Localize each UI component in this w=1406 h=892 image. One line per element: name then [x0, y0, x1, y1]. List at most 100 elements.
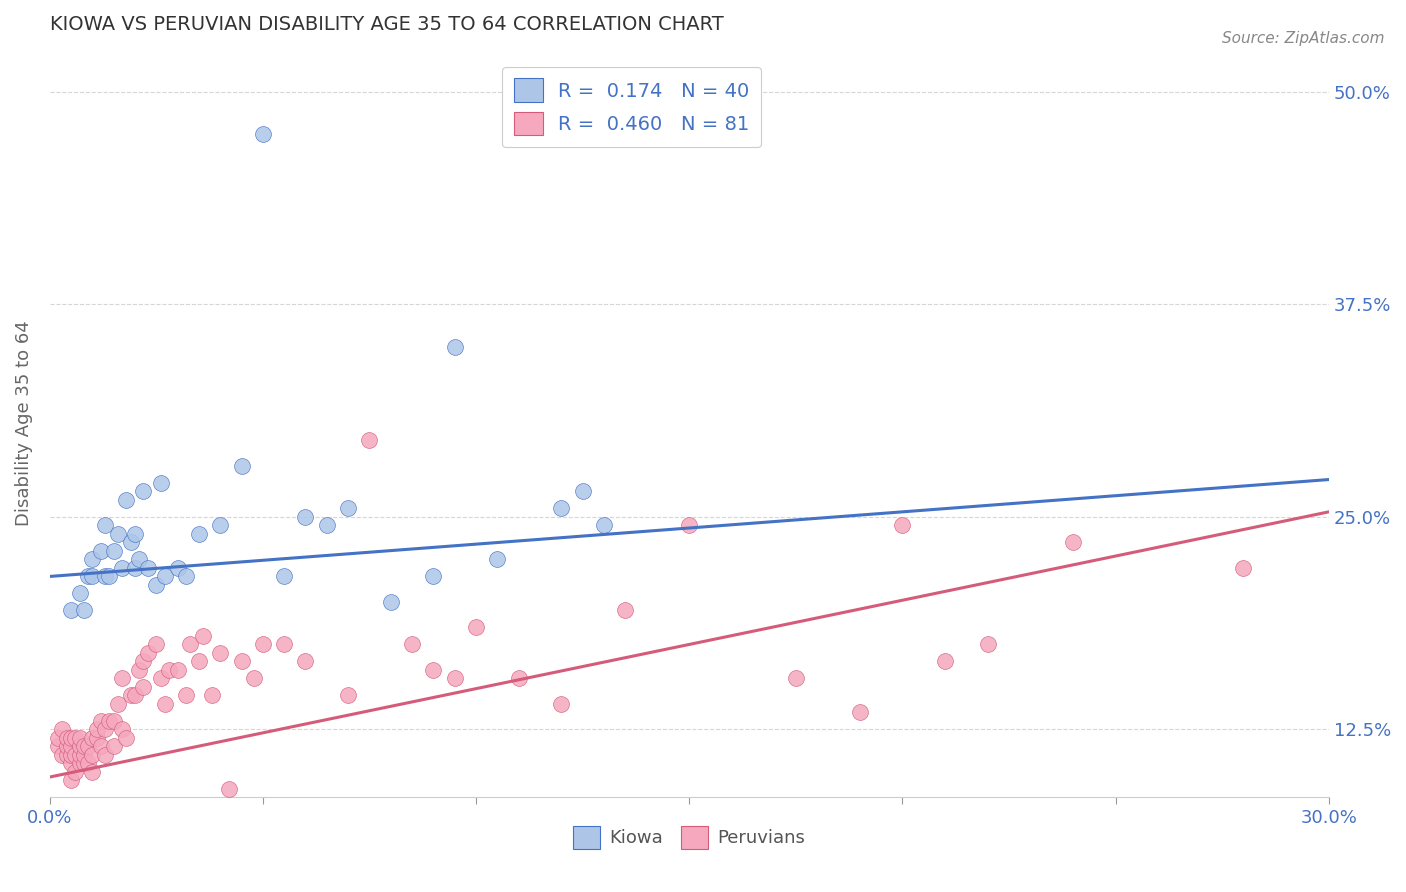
Point — [252, 637, 274, 651]
Point — [243, 672, 266, 686]
Point — [1062, 535, 1084, 549]
Point — [124, 689, 146, 703]
Point — [934, 655, 956, 669]
Point — [65, 764, 87, 779]
Point — [69, 739, 91, 754]
Point — [73, 747, 96, 762]
Point — [187, 527, 209, 541]
Point — [111, 561, 134, 575]
Point — [73, 756, 96, 771]
Point — [550, 697, 572, 711]
Point — [231, 655, 253, 669]
Point — [55, 731, 77, 745]
Point — [55, 747, 77, 762]
Point — [65, 731, 87, 745]
Point — [69, 731, 91, 745]
Point — [1232, 561, 1254, 575]
Point — [593, 518, 616, 533]
Point — [103, 739, 125, 754]
Point — [273, 569, 295, 583]
Point — [145, 637, 167, 651]
Point — [90, 739, 112, 754]
Point — [132, 680, 155, 694]
Point — [550, 501, 572, 516]
Point — [46, 731, 69, 745]
Point — [315, 799, 337, 814]
Point — [82, 747, 104, 762]
Point — [124, 561, 146, 575]
Point — [59, 773, 82, 788]
Point — [149, 475, 172, 490]
Point — [149, 672, 172, 686]
Point — [508, 672, 530, 686]
Point — [59, 731, 82, 745]
Point — [401, 637, 423, 651]
Point — [69, 756, 91, 771]
Point — [380, 595, 402, 609]
Point — [231, 458, 253, 473]
Point — [73, 603, 96, 617]
Point — [82, 552, 104, 566]
Point — [209, 518, 232, 533]
Point — [678, 518, 700, 533]
Point — [51, 723, 73, 737]
Point — [166, 561, 188, 575]
Point — [443, 340, 465, 354]
Point — [77, 756, 100, 771]
Point — [82, 569, 104, 583]
Text: KIOWA VS PERUVIAN DISABILITY AGE 35 TO 64 CORRELATION CHART: KIOWA VS PERUVIAN DISABILITY AGE 35 TO 6… — [49, 15, 724, 34]
Point — [157, 663, 180, 677]
Point — [465, 620, 488, 634]
Point — [174, 569, 197, 583]
Point — [86, 723, 108, 737]
Point — [82, 731, 104, 745]
Point — [115, 731, 138, 745]
Point — [77, 569, 100, 583]
Point — [187, 655, 209, 669]
Point — [359, 434, 381, 448]
Point — [201, 689, 224, 703]
Point — [153, 569, 176, 583]
Point — [785, 672, 807, 686]
Point — [59, 756, 82, 771]
Point — [976, 637, 998, 651]
Point — [82, 764, 104, 779]
Point — [153, 697, 176, 711]
Point — [132, 655, 155, 669]
Point — [120, 689, 142, 703]
Point — [315, 518, 337, 533]
Point — [103, 544, 125, 558]
Point — [90, 544, 112, 558]
Point — [65, 747, 87, 762]
Point — [107, 697, 129, 711]
Point — [51, 747, 73, 762]
Point — [94, 723, 117, 737]
Point — [128, 552, 150, 566]
Point — [94, 747, 117, 762]
Point — [486, 552, 509, 566]
Point — [98, 714, 121, 728]
Text: Source: ZipAtlas.com: Source: ZipAtlas.com — [1222, 31, 1385, 46]
Point — [90, 714, 112, 728]
Point — [891, 518, 914, 533]
Point — [124, 527, 146, 541]
Point — [46, 739, 69, 754]
Point — [103, 714, 125, 728]
Point — [107, 527, 129, 541]
Point — [120, 535, 142, 549]
Point — [422, 569, 444, 583]
Point — [98, 569, 121, 583]
Legend: Kiowa, Peruvians: Kiowa, Peruvians — [567, 819, 813, 855]
Point — [179, 637, 201, 651]
Point — [294, 510, 316, 524]
Point — [132, 484, 155, 499]
Point — [337, 501, 360, 516]
Point — [614, 603, 637, 617]
Point — [209, 646, 232, 660]
Point — [337, 689, 360, 703]
Point — [115, 492, 138, 507]
Point — [73, 739, 96, 754]
Point — [848, 706, 870, 720]
Point — [174, 689, 197, 703]
Point — [443, 672, 465, 686]
